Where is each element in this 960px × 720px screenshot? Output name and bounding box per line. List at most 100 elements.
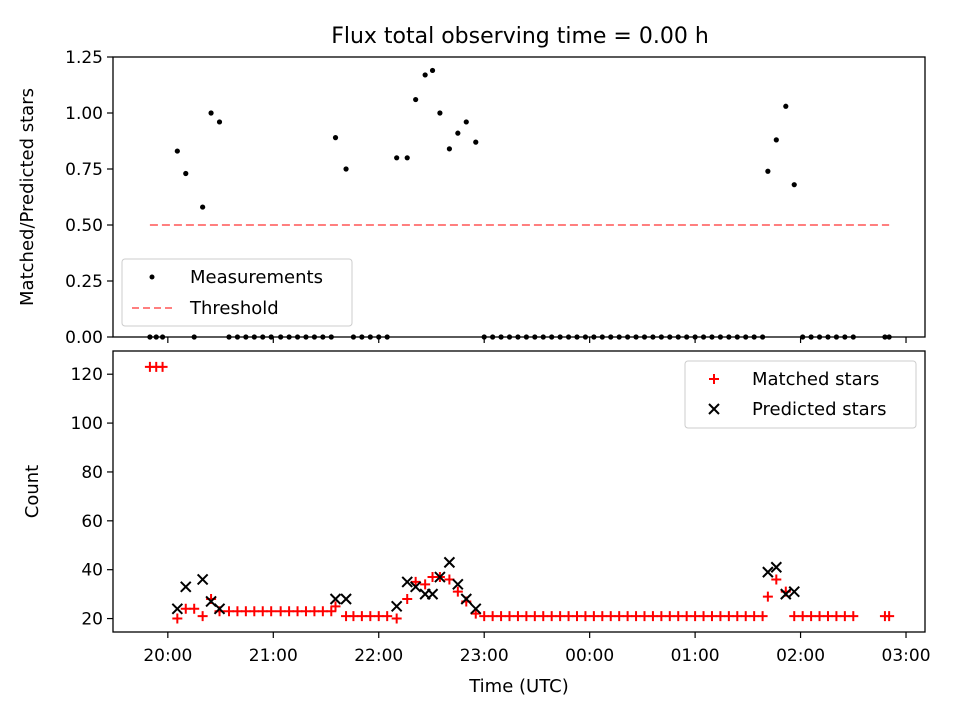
matched-star-point (470, 608, 481, 619)
matched-star-point (224, 606, 234, 617)
matched-star-point (330, 601, 341, 612)
matched-star-point (757, 611, 768, 622)
measurement-point (343, 166, 349, 172)
y-tick-label: 20 (81, 610, 103, 630)
matched-star-point (257, 606, 268, 617)
matched-star-point (614, 611, 625, 622)
predicted-star-point (213, 603, 226, 615)
predicted-star-point (426, 588, 439, 600)
matched-star-point (410, 576, 421, 587)
matched-star-point (797, 611, 808, 622)
measurement-point (429, 67, 436, 74)
y-tick-label: 120 (71, 365, 103, 385)
ratio-legend: Measurements Threshold (121, 258, 353, 327)
measurement-point (332, 135, 339, 141)
x-tick-label: 00:00 (565, 646, 614, 666)
measurement-point (208, 110, 214, 116)
measurement-point (791, 182, 797, 188)
measurements-legend-marker (149, 274, 155, 280)
predicted-star-point (762, 566, 774, 578)
matched-star-point (292, 606, 303, 617)
matched-star-point (521, 611, 532, 622)
matched-star-point (706, 611, 717, 622)
matched-star-point (831, 611, 842, 622)
matched-star-point (740, 611, 751, 622)
y-tick-label: 100 (71, 414, 103, 434)
y-tick-label: 60 (81, 512, 103, 532)
matched-star-point (232, 606, 243, 617)
predicted-stars-legend-marker (708, 403, 720, 415)
predicted-star-point (390, 600, 403, 613)
y-tick-label: 0.00 (65, 328, 103, 348)
matched-star-point (572, 611, 582, 622)
threshold-legend-label: Threshold (189, 298, 279, 319)
measurement-point (446, 146, 452, 152)
predicted-star-point (452, 578, 464, 591)
ratio-x-axis-ticks (167, 337, 907, 343)
count-y-axis-label: Count (22, 465, 43, 518)
matched-star-point (512, 611, 523, 622)
matched-star-point (656, 611, 667, 622)
matched-star-point (789, 611, 800, 622)
x-tick-label: 23:00 (460, 646, 509, 666)
measurement-point (773, 137, 779, 143)
measurement-point (394, 155, 400, 161)
matched-star-point (284, 606, 295, 617)
measurement-point (455, 130, 461, 136)
count-legend-box (684, 360, 917, 429)
y-tick-label: 40 (81, 561, 103, 581)
count-plot-area (144, 361, 895, 624)
measurement-point (183, 170, 189, 177)
matched-star-point (504, 611, 515, 622)
measurement-point (783, 103, 789, 109)
matched-star-point (373, 611, 384, 622)
matched-star-point (631, 611, 642, 622)
matched-star-point (690, 611, 701, 622)
matched-star-point (597, 611, 608, 622)
predicted-star-point (470, 603, 482, 615)
matched-star-point (664, 611, 675, 622)
matched-star-point (681, 611, 692, 622)
matched-star-point (546, 611, 557, 622)
matched-star-point (806, 611, 817, 622)
matched-star-point (479, 611, 490, 622)
plus-glyph (709, 374, 719, 384)
matched-star-point (266, 606, 277, 617)
matched-star-point (732, 611, 743, 622)
matched-star-point (348, 611, 359, 622)
count-legend: Matched stars Predicted stars (684, 360, 917, 429)
measurement-point (413, 96, 419, 103)
matched-star-point (848, 611, 859, 622)
measurement-point (437, 110, 443, 116)
matched-star-point (172, 613, 183, 624)
count-panel-frame (112, 350, 926, 633)
matched-star-point (275, 606, 286, 617)
measurement-point (463, 119, 469, 125)
predicted-star-point (196, 573, 209, 586)
matched-star-point (673, 611, 684, 622)
matched-star-point (588, 611, 599, 622)
measurement-point (200, 204, 206, 210)
predicted-star-point (180, 581, 192, 593)
ratio-y-axis: 0.00 0.25 0.50 0.75 1.00 1.25 (65, 48, 113, 348)
x-tick-label: 02:00 (776, 646, 825, 666)
count-y-axis: 20 40 60 80 100 120 (71, 365, 113, 630)
x-glyph (708, 403, 720, 415)
matched-star-point (580, 611, 591, 622)
matched-star-point (356, 611, 367, 622)
matched-star-point (157, 361, 168, 372)
matched-star-point (762, 591, 773, 602)
matched-stars-legend-label: Matched stars (752, 369, 879, 390)
predicted-star-point (171, 603, 184, 615)
matched-star-point (822, 611, 833, 622)
predicted-star-point (401, 576, 413, 588)
predicted-star-point (329, 593, 342, 605)
predicted-stars-legend-label: Predicted stars (752, 399, 886, 420)
x-tick-label: 03:00 (882, 646, 931, 666)
matched-star-point (771, 574, 782, 585)
matched-star-point (622, 611, 633, 622)
predicted-star-point (434, 571, 446, 583)
matched-star-point (496, 611, 507, 622)
matched-star-point (814, 611, 825, 622)
